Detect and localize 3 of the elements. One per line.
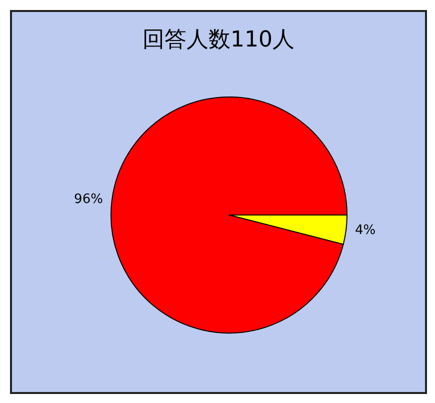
data-label: 96% [74,192,103,208]
data-label: 4% [355,222,376,238]
chart-title: 回答人数110人 [142,28,294,52]
